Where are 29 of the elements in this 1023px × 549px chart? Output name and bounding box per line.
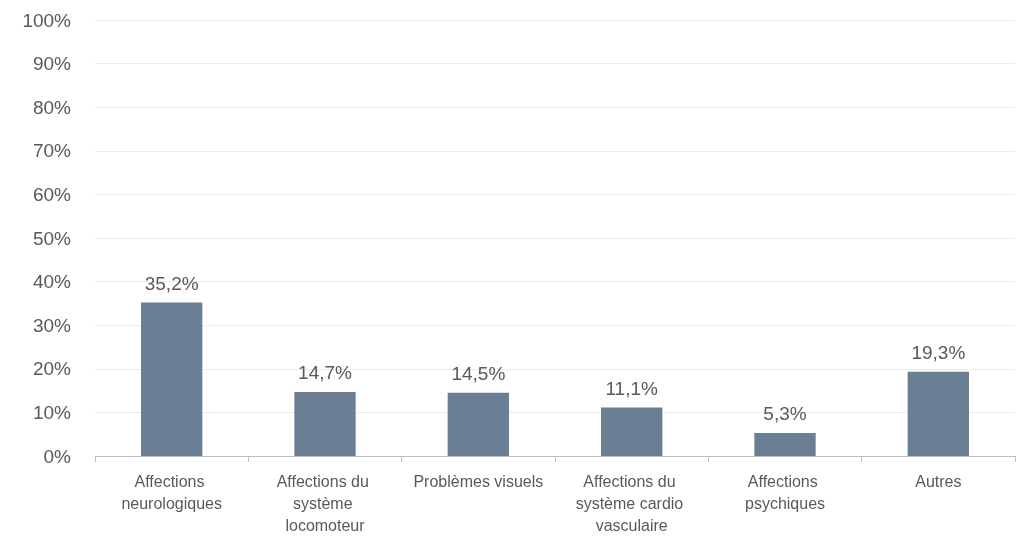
y-tick-label: 40% — [32, 271, 72, 293]
y-tick-label: 10% — [32, 401, 72, 423]
bar — [907, 371, 969, 456]
data-label: 14,5% — [451, 362, 506, 384]
y-tick-label: 100% — [22, 9, 72, 31]
x-tick-label: Affections psychiques — [744, 472, 826, 512]
x-tick-label: Affections neurologiques — [121, 472, 222, 512]
y-tick-label: 0% — [43, 445, 72, 467]
bar — [601, 407, 663, 456]
x-tick-label: Affections du système cardio vasculaire — [575, 472, 688, 534]
x-tick-label: Autres — [915, 472, 962, 490]
bar — [447, 392, 509, 456]
data-label: 5,3% — [763, 402, 807, 424]
y-tick-label: 90% — [32, 53, 72, 75]
data-label: 11,1% — [605, 377, 658, 399]
x-tick-label: Affections du système locomoteur — [276, 472, 374, 534]
data-label: 35,2% — [144, 272, 199, 294]
y-tick-label: 30% — [32, 314, 72, 336]
y-tick-label: 20% — [32, 358, 72, 380]
y-tick-label: 50% — [32, 227, 72, 249]
bar — [294, 391, 356, 456]
data-label: 19,3% — [911, 341, 966, 363]
y-tick-label: 60% — [32, 183, 72, 205]
y-tick-label: 70% — [32, 140, 72, 162]
bar — [754, 432, 816, 456]
bar — [141, 302, 203, 456]
x-tick-label: Problèmes visuels — [413, 472, 544, 490]
data-label: 14,7% — [298, 361, 353, 383]
y-tick-label: 80% — [32, 96, 72, 118]
